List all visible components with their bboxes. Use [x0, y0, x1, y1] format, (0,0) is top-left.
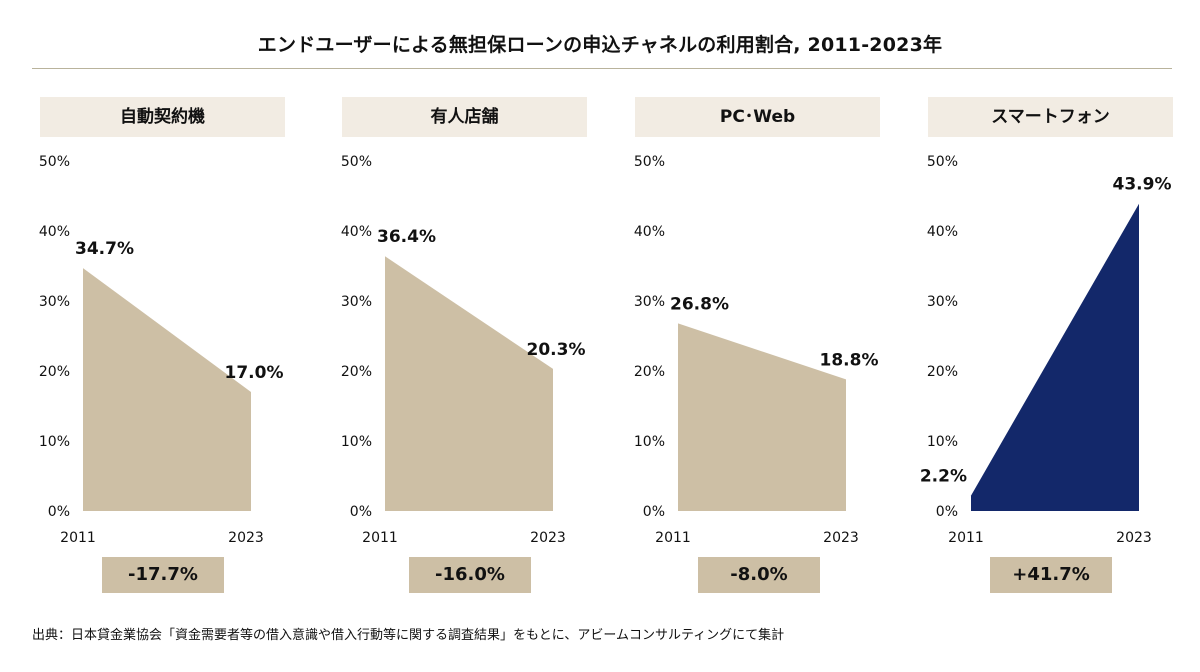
- y-tick-label: 20%: [927, 364, 958, 380]
- x-tick-label: 2011: [948, 530, 984, 546]
- y-tick-label: 0%: [48, 504, 70, 520]
- y-tick-label: 30%: [341, 294, 372, 310]
- panel-pc-web: PC･Web 0% 10% 20% 30% 40% 50% 2011 2023 26.8% 18.…: [625, 97, 885, 597]
- title-divider: [32, 68, 1172, 69]
- panel-title: 有人店舗: [342, 97, 587, 137]
- y-tick-label: 10%: [634, 434, 665, 450]
- panel-staffed-store: 有人店舗 0% 10% 20% 30% 40% 50% 2011 2023 36.4% 20.3%…: [332, 97, 592, 597]
- x-tick-label: 2011: [60, 530, 96, 546]
- area-chart-auto-contract-machine: 0% 10% 20% 30% 40% 50% 2011 2023 34.7% 17.0%: [39, 154, 284, 546]
- y-tick-label: 30%: [39, 294, 70, 310]
- data-label-start: 26.8%: [670, 294, 729, 314]
- y-tick-label: 40%: [927, 224, 958, 240]
- area-series: [971, 203, 1139, 511]
- area-series: [678, 323, 846, 511]
- x-tick-label: 2023: [530, 530, 566, 546]
- y-tick-label: 30%: [634, 294, 665, 310]
- change-badge: -16.0%: [409, 557, 531, 593]
- y-tick-label: 50%: [927, 154, 958, 170]
- data-label-start: 2.2%: [920, 467, 967, 487]
- panel-title: PC･Web: [635, 97, 880, 137]
- source-note: 出典：日本貸金業協会「資金需要者等の借入意識や借入行動等に関する調査結果」をもと…: [32, 628, 785, 643]
- y-tick-label: 0%: [643, 504, 665, 520]
- change-badge: -8.0%: [698, 557, 820, 593]
- y-tick-label: 50%: [39, 154, 70, 170]
- area-series: [83, 268, 251, 511]
- panel-title: スマートフォン: [928, 97, 1173, 137]
- chart-title: エンドユーザーによる無担保ローンの申込チャネルの利用割合, 2011-2023年: [257, 34, 943, 56]
- data-label-end: 18.8%: [820, 350, 879, 370]
- area-chart-smartphone: 0% 10% 20% 30% 40% 50% 2011 2023 2.2% 43.9%: [920, 154, 1172, 546]
- panel-smartphone: スマートフォン 0% 10% 20% 30% 40% 50% 2011 2023 2.2% 43.…: [918, 97, 1178, 597]
- y-tick-label: 20%: [341, 364, 372, 380]
- change-badge: -17.7%: [102, 557, 224, 593]
- y-tick-label: 10%: [927, 434, 958, 450]
- y-tick-label: 50%: [341, 154, 372, 170]
- y-tick-label: 40%: [341, 224, 372, 240]
- panel-auto-contract-machine: 自動契約機 0% 10% 20% 30% 40% 50% 2011 2023 34.7% 17.0…: [30, 97, 290, 597]
- y-tick-label: 10%: [39, 434, 70, 450]
- data-label-end: 43.9%: [1113, 175, 1172, 195]
- y-tick-label: 20%: [634, 364, 665, 380]
- x-tick-label: 2023: [1116, 530, 1152, 546]
- area-chart-pc-web: 0% 10% 20% 30% 40% 50% 2011 2023 26.8% 18.8%: [634, 154, 879, 546]
- x-tick-label: 2011: [362, 530, 398, 546]
- area-chart-staffed-store: 0% 10% 20% 30% 40% 50% 2011 2023 36.4% 20.3%: [341, 154, 586, 546]
- x-tick-label: 2011: [655, 530, 691, 546]
- y-tick-label: 40%: [634, 224, 665, 240]
- data-label-end: 17.0%: [225, 363, 284, 383]
- y-tick-label: 20%: [39, 364, 70, 380]
- data-label-start: 34.7%: [75, 239, 134, 259]
- area-series: [385, 256, 553, 511]
- y-tick-label: 40%: [39, 224, 70, 240]
- change-badge: +41.7%: [990, 557, 1112, 593]
- data-label-start: 36.4%: [377, 227, 436, 247]
- y-tick-label: 10%: [341, 434, 372, 450]
- data-label-end: 20.3%: [527, 340, 586, 360]
- y-tick-label: 0%: [936, 504, 958, 520]
- y-tick-label: 30%: [927, 294, 958, 310]
- x-tick-label: 2023: [823, 530, 859, 546]
- panel-title: 自動契約機: [40, 97, 285, 137]
- x-tick-label: 2023: [228, 530, 264, 546]
- y-tick-label: 50%: [634, 154, 665, 170]
- y-tick-label: 0%: [350, 504, 372, 520]
